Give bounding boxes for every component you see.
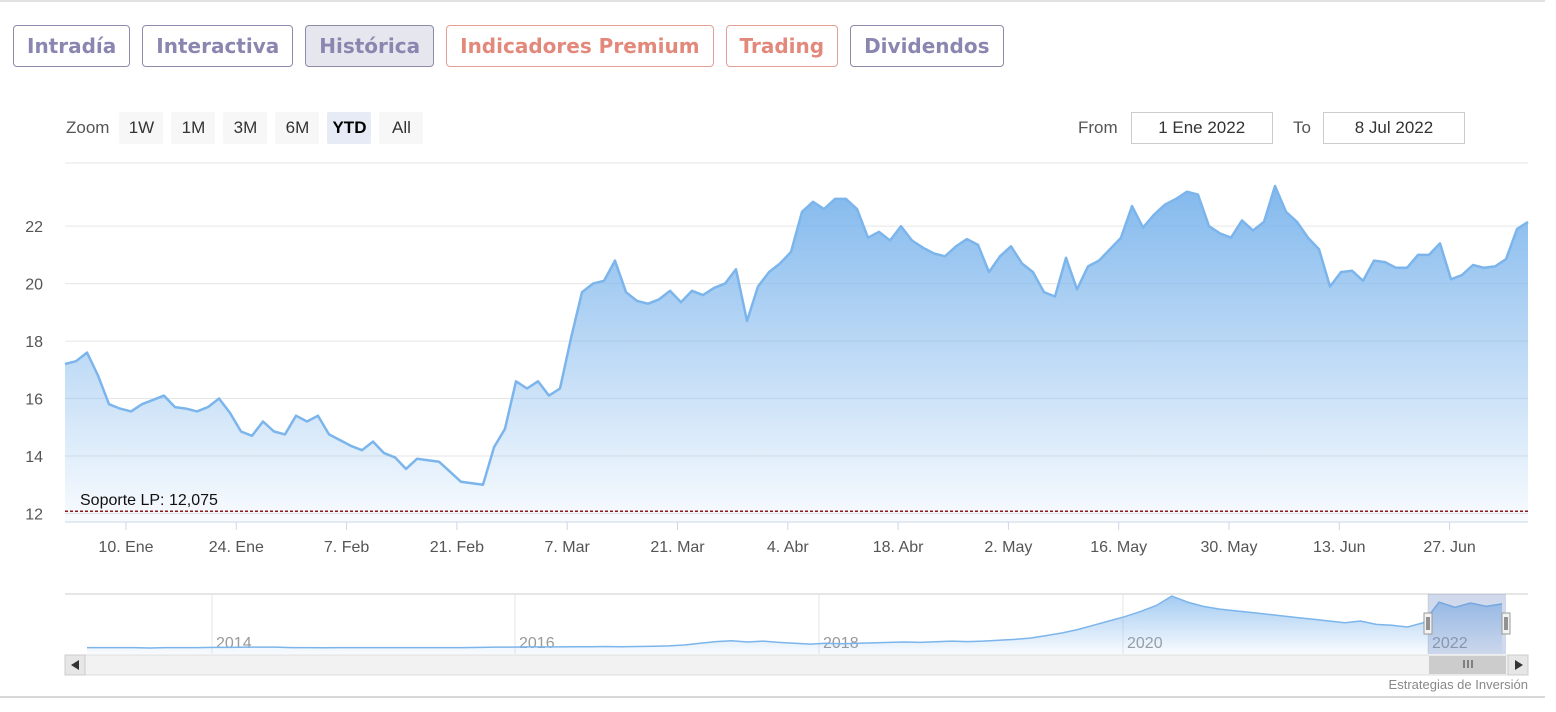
zoom-button-all[interactable]: All <box>379 112 424 144</box>
x-tick-label: 13. Jun <box>1313 539 1365 556</box>
price-series <box>64 184 1529 522</box>
tab-hist-rica[interactable]: Histórica <box>305 25 435 67</box>
to-date-input[interactable]: 8 Jul 2022 <box>1322 112 1465 144</box>
zoom-button-ytd[interactable]: YTD <box>327 112 372 144</box>
to-label: To <box>1293 118 1311 137</box>
y-tick-label: 14 <box>25 449 43 466</box>
y-tick-label: 18 <box>25 334 43 351</box>
y-tick-label: 20 <box>25 277 43 294</box>
zoom-button-1w[interactable]: 1W <box>119 112 164 144</box>
scrollbar-track[interactable] <box>64 654 1529 676</box>
tab-trading[interactable]: Trading <box>725 25 839 67</box>
x-tick-label: 7. Feb <box>324 539 369 556</box>
zoom-controls: Zoom 1W 1M 3M 6M YTD All <box>66 112 424 144</box>
chart-type-tabs: Intradía Interactiva Histórica Indicadores … <box>13 25 1004 67</box>
zoom-button-3m[interactable]: 3M <box>223 112 268 144</box>
navigator-line <box>87 595 1503 649</box>
tab-interactiva[interactable]: Interactiva <box>142 25 294 67</box>
zoom-button-6m[interactable]: 6M <box>275 112 320 144</box>
x-tick-label: 18. Abr <box>873 539 924 556</box>
chart-credit: Estrategias de Inversión <box>1388 677 1528 692</box>
y-tick-label: 12 <box>25 506 43 523</box>
price-area <box>65 186 1528 522</box>
x-tick-label: 10. Ene <box>98 539 153 556</box>
y-axis: 12 14 16 18 20 22 <box>25 219 43 523</box>
zoom-button-1m[interactable]: 1M <box>171 112 216 144</box>
from-date-input[interactable]: 1 Ene 2022 <box>1130 112 1273 144</box>
zoom-label: Zoom <box>66 118 110 137</box>
x-tick-label: 4. Abr <box>767 539 809 556</box>
navigator-handle[interactable] <box>1423 612 1433 635</box>
support-label: Soporte LP: 12,075 <box>80 492 218 509</box>
x-tick-label: 30. May <box>1201 539 1258 556</box>
navigator[interactable]: 20142016201820202022 <box>0 593 1545 698</box>
price-line <box>64 184 1529 486</box>
y-tick-label: 22 <box>25 219 43 236</box>
range-to: To 8 Jul 2022 <box>1293 112 1465 144</box>
x-tick-label: 16. May <box>1090 539 1147 556</box>
x-tick-label: 2. May <box>984 539 1032 556</box>
x-tick-label: 21. Feb <box>430 539 484 556</box>
y-tick-label: 16 <box>25 392 43 409</box>
x-tick-label: 7. Mar <box>545 539 591 556</box>
tab-indicadores-premium[interactable]: Indicadores Premium <box>446 25 714 67</box>
x-axis: 10. Ene 24. Ene 7. Feb 21. Feb 7. Mar 21. Mar… <box>65 521 1528 556</box>
tab-dividendos[interactable]: Dividendos <box>850 25 1004 67</box>
top-divider <box>0 0 1545 2</box>
from-label: From <box>1078 118 1118 137</box>
navigator-selection[interactable] <box>1428 594 1506 654</box>
range-from: From 1 Ene 2022 <box>1078 112 1273 144</box>
scroll-right-arrow-icon <box>1515 660 1523 670</box>
tab-intrad-a[interactable]: Intradía <box>13 25 131 67</box>
zoom-button-group: 1W 1M 3M 6M YTD All <box>119 112 424 144</box>
x-tick-label: 24. Ene <box>209 539 264 556</box>
x-tick-label: 21. Mar <box>650 539 705 556</box>
navigator-area <box>87 596 1502 654</box>
scroll-left-arrow-icon <box>71 660 79 670</box>
x-tick-label: 27. Jun <box>1423 539 1475 556</box>
navigator-handle[interactable] <box>1501 612 1511 635</box>
support-line: Soporte LP: 12,075 <box>65 492 1528 512</box>
